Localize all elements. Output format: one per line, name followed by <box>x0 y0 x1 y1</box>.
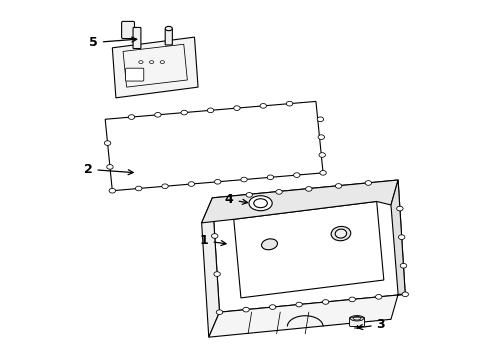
Ellipse shape <box>128 115 135 120</box>
Ellipse shape <box>181 110 187 115</box>
FancyBboxPatch shape <box>133 27 141 49</box>
Ellipse shape <box>293 173 299 177</box>
Ellipse shape <box>216 310 222 315</box>
Ellipse shape <box>241 177 247 182</box>
Ellipse shape <box>207 108 213 113</box>
Ellipse shape <box>106 165 113 169</box>
Ellipse shape <box>266 175 273 180</box>
FancyBboxPatch shape <box>125 68 143 81</box>
Ellipse shape <box>135 186 142 191</box>
Polygon shape <box>390 180 405 294</box>
Ellipse shape <box>211 234 218 238</box>
Ellipse shape <box>154 112 161 117</box>
Ellipse shape <box>260 104 266 108</box>
Ellipse shape <box>104 141 111 145</box>
Ellipse shape <box>398 235 404 239</box>
Ellipse shape <box>165 26 172 31</box>
Ellipse shape <box>305 186 311 191</box>
Ellipse shape <box>253 199 267 208</box>
FancyBboxPatch shape <box>122 21 134 39</box>
Ellipse shape <box>245 193 252 197</box>
Ellipse shape <box>335 184 341 188</box>
Ellipse shape <box>188 182 194 186</box>
Ellipse shape <box>322 300 328 304</box>
Ellipse shape <box>269 305 275 309</box>
Ellipse shape <box>335 229 346 238</box>
Ellipse shape <box>214 180 221 184</box>
Ellipse shape <box>162 184 168 189</box>
Ellipse shape <box>365 181 371 185</box>
Text: 2: 2 <box>83 163 133 176</box>
Ellipse shape <box>400 264 406 268</box>
Text: 1: 1 <box>200 234 225 247</box>
Text: 3: 3 <box>357 318 385 331</box>
Ellipse shape <box>109 188 115 193</box>
Ellipse shape <box>286 101 292 106</box>
Ellipse shape <box>248 196 272 211</box>
Polygon shape <box>201 198 219 337</box>
Ellipse shape <box>149 61 153 64</box>
Ellipse shape <box>295 302 302 307</box>
Ellipse shape <box>213 272 220 276</box>
Ellipse shape <box>396 206 402 211</box>
Polygon shape <box>208 294 405 337</box>
Ellipse shape <box>319 171 325 175</box>
Ellipse shape <box>317 117 323 122</box>
FancyBboxPatch shape <box>165 29 172 45</box>
Text: 5: 5 <box>89 36 137 49</box>
Ellipse shape <box>261 239 277 250</box>
Ellipse shape <box>401 292 407 297</box>
Ellipse shape <box>275 190 282 194</box>
Ellipse shape <box>243 307 249 312</box>
FancyBboxPatch shape <box>349 317 364 327</box>
Ellipse shape <box>139 61 143 64</box>
Ellipse shape <box>318 153 325 157</box>
Ellipse shape <box>317 135 324 139</box>
Ellipse shape <box>233 106 240 111</box>
Ellipse shape <box>160 61 164 64</box>
Text: 4: 4 <box>224 193 247 206</box>
Polygon shape <box>112 37 198 98</box>
Ellipse shape <box>330 226 350 241</box>
Polygon shape <box>201 180 397 223</box>
Ellipse shape <box>375 294 381 299</box>
Ellipse shape <box>348 297 355 302</box>
